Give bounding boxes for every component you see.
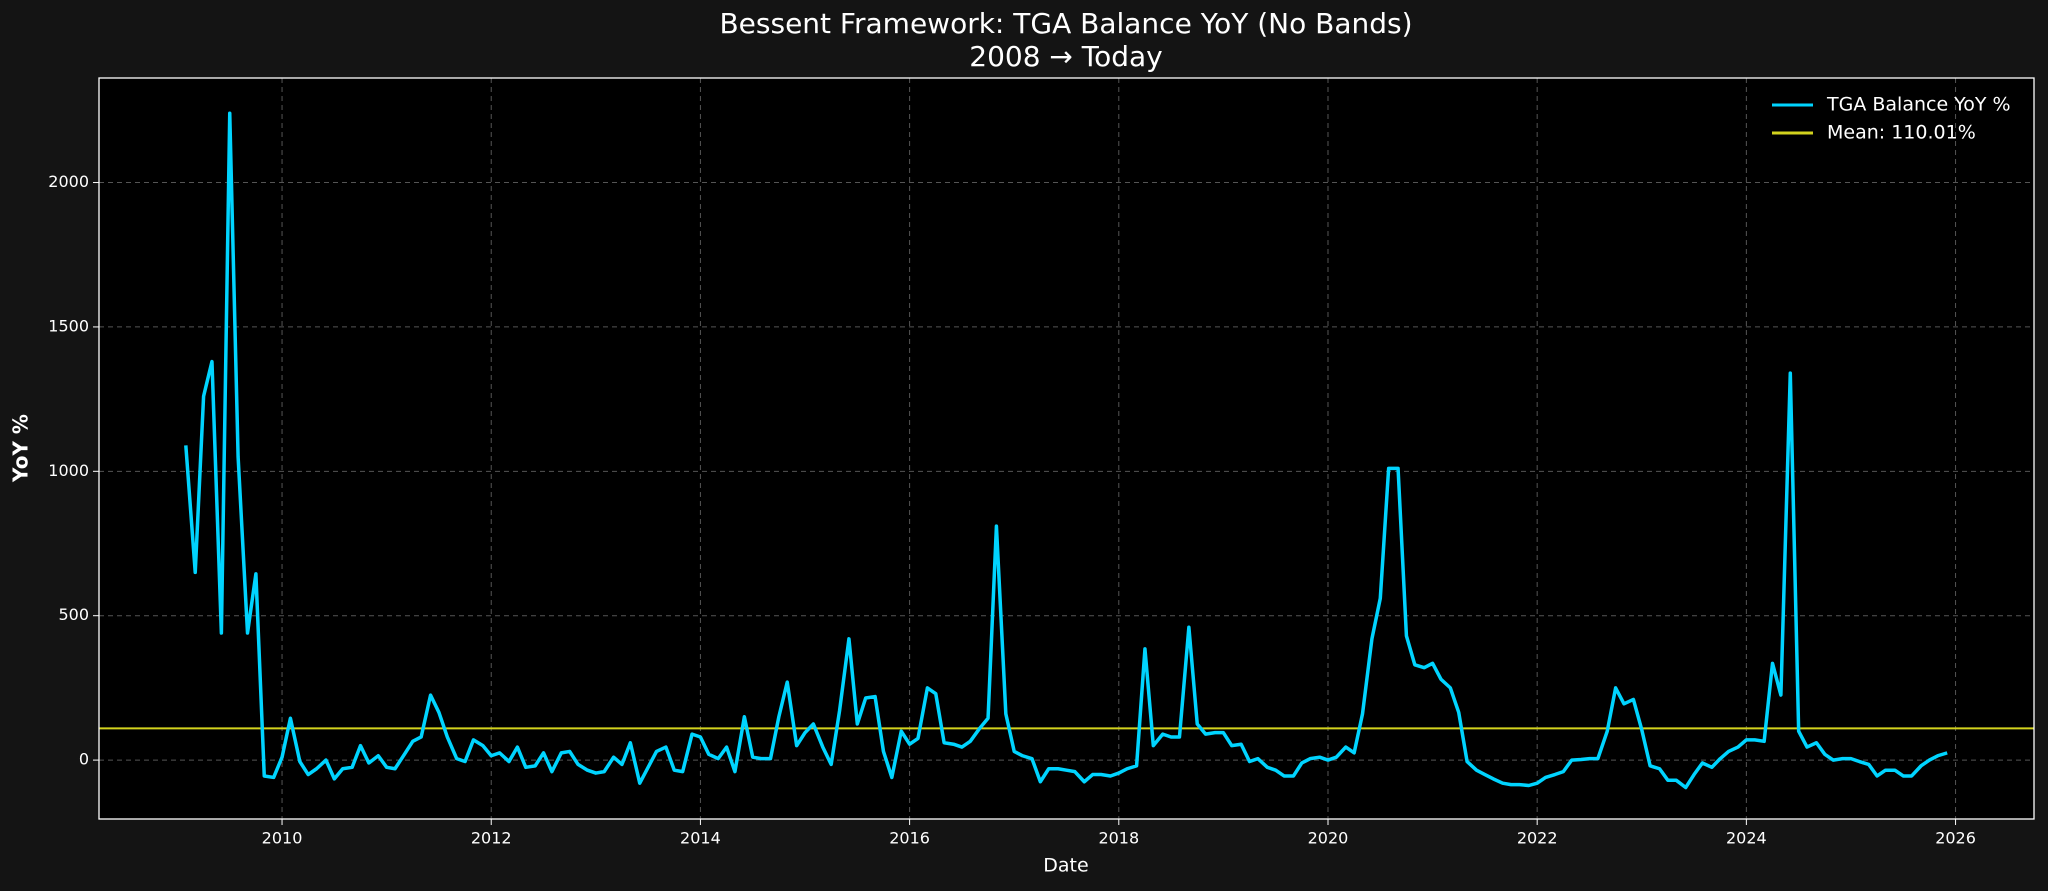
chart-subtitle: 2008 → Today bbox=[969, 40, 1163, 73]
x-tick-label: 2022 bbox=[1517, 829, 1558, 848]
y-tick-label: 0 bbox=[79, 750, 89, 769]
plot-area bbox=[99, 78, 2034, 819]
y-tick-label: 1500 bbox=[48, 316, 89, 335]
y-tick-label: 1000 bbox=[48, 461, 89, 480]
legend-label: Mean: 110.01% bbox=[1827, 122, 1976, 144]
x-tick-label: 2014 bbox=[680, 829, 721, 848]
x-tick-label: 2024 bbox=[1726, 829, 1767, 848]
x-tick-label: 2020 bbox=[1308, 829, 1349, 848]
x-tick-label: 2018 bbox=[1098, 829, 1139, 848]
x-tick-label: 2010 bbox=[262, 829, 303, 848]
x-tick-label: 2026 bbox=[1935, 829, 1976, 848]
data-line bbox=[184, 111, 1948, 790]
chart-title: Bessent Framework: TGA Balance YoY (No B… bbox=[719, 7, 1412, 40]
y-tick-label: 2000 bbox=[48, 172, 89, 191]
y-axis-label: YoY % bbox=[9, 414, 33, 483]
x-tick-label: 2012 bbox=[471, 829, 512, 848]
plot-frame bbox=[98, 77, 2035, 820]
legend-label: TGA Balance YoY % bbox=[1826, 94, 2011, 116]
x-axis-label: Date bbox=[1043, 855, 1088, 877]
y-tick-label: 500 bbox=[58, 605, 89, 624]
x-tick-label: 2016 bbox=[889, 829, 930, 848]
